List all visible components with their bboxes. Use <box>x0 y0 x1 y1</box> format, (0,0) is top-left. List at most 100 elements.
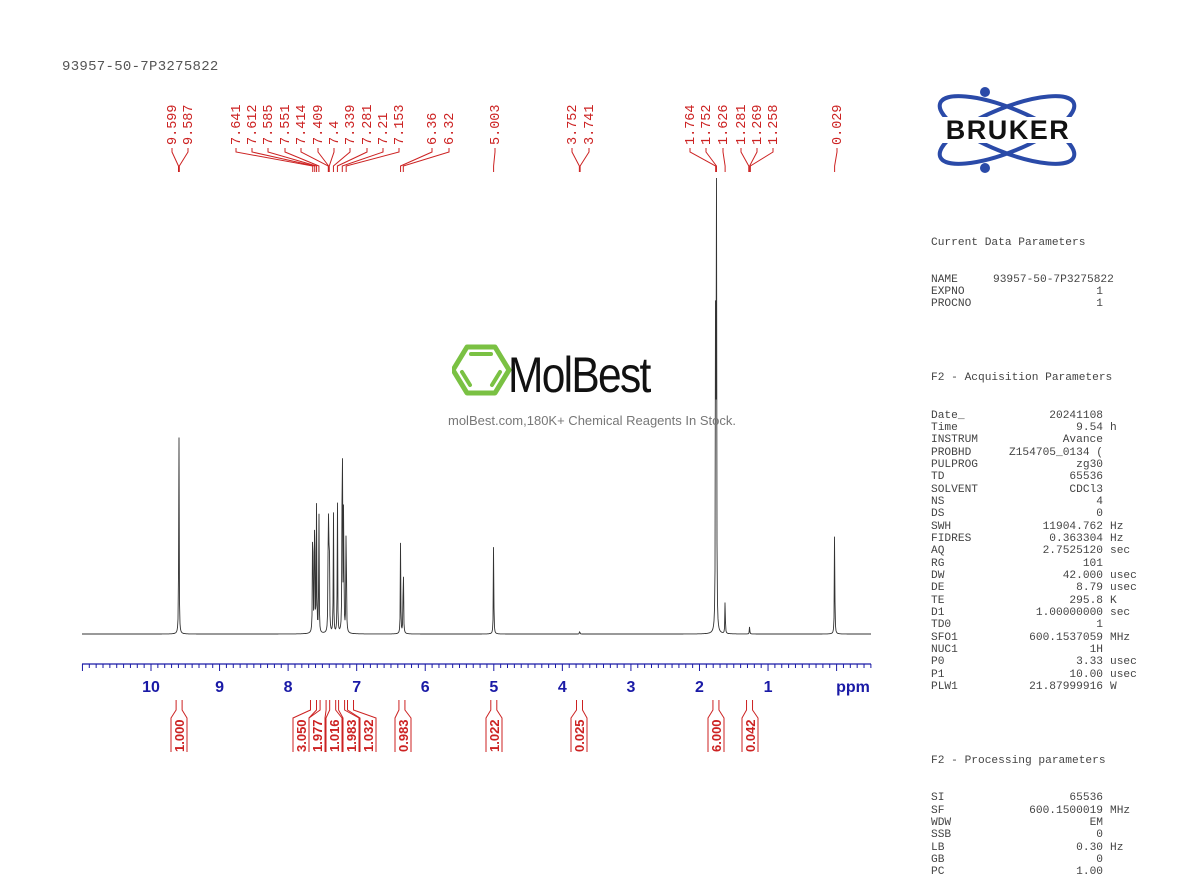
param-key: RG <box>931 557 945 570</box>
param-row: FIDRES 0.363304 Hz <box>931 533 1137 545</box>
param-unit <box>1103 447 1110 459</box>
axis-unit-label: ppm <box>836 679 870 696</box>
param-unit: usec <box>1110 582 1137 595</box>
peak-label: 9.599 <box>166 104 181 145</box>
param-unit: MHz <box>1110 804 1131 817</box>
param-value: 8.79 <box>1076 582 1103 595</box>
param-value: Z154705_0134 ( <box>1009 446 1103 459</box>
param-key: TD <box>931 471 945 484</box>
axis-tick-label: 5 <box>489 679 498 696</box>
param-unit <box>1103 410 1110 422</box>
param-key: WDW <box>931 816 952 829</box>
param-value: 101 <box>1082 557 1103 570</box>
param-row: DE 8.79 usec <box>931 582 1137 594</box>
param-value: EM <box>1089 816 1103 829</box>
param-key: PULPROG <box>931 458 978 471</box>
param-value: Avance <box>1062 434 1103 447</box>
param-value: 600.1537059 <box>1029 631 1103 644</box>
param-row: AQ 2.7525120 sec <box>931 545 1137 557</box>
param-key: TD0 <box>931 619 952 632</box>
param-value: 0.30 <box>1076 841 1103 854</box>
axis-tick-label: 7 <box>352 679 361 696</box>
param-key: P1 <box>931 668 945 681</box>
param-key: DE <box>931 582 945 595</box>
param-key: INSTRUM <box>931 434 978 447</box>
processing-params-title: F2 - Processing parameters <box>931 755 1106 768</box>
param-row: PROCNO 1 <box>931 298 1137 310</box>
param-row: TD 65536 <box>931 471 1137 483</box>
param-row: P1 10.00 usec <box>931 669 1137 681</box>
peak-label: 1.258 <box>767 104 782 145</box>
integral-value: 1.000 <box>172 719 187 752</box>
peak-label: 9.587 <box>182 104 197 145</box>
param-row: PC 1.00 <box>931 866 1137 878</box>
param-row: RG 101 <box>931 558 1137 570</box>
param-key: SI <box>931 792 945 805</box>
param-value: 9.54 <box>1076 421 1103 434</box>
peak-label: 7.551 <box>279 104 294 145</box>
param-key: NS <box>931 495 945 508</box>
param-unit: usec <box>1110 656 1137 669</box>
param-unit <box>1103 644 1110 656</box>
param-key: LB <box>931 841 945 854</box>
param-row: EXPNO 1 <box>931 286 1137 298</box>
param-row: SSB 0 <box>931 829 1137 841</box>
param-unit: Hz <box>1110 532 1124 545</box>
peak-label: 1.269 <box>751 104 766 145</box>
parameters-panel: Current Data Parameters NAME 93957-50-7P3… <box>931 212 1137 891</box>
param-unit: Hz <box>1110 520 1124 533</box>
peak-label: 6.32 <box>443 113 458 145</box>
param-value: 2.7525120 <box>1042 545 1103 558</box>
param-key: PLW1 <box>931 681 958 694</box>
param-unit: sec <box>1110 607 1131 619</box>
param-key: SSB <box>931 829 952 842</box>
electron-icon <box>980 87 990 97</box>
param-key: DS <box>931 508 945 521</box>
param-unit <box>1103 298 1110 310</box>
param-row: SI 65536 <box>931 792 1137 804</box>
ppm-axis: 10 9 8 7 6 5 4 3 2 1 ppm <box>81 663 872 696</box>
param-unit <box>1103 792 1110 804</box>
peak-label: 5.003 <box>489 104 504 145</box>
param-key: SF <box>931 804 945 817</box>
param-unit: Hz <box>1110 841 1124 854</box>
param-row: NAME 93957-50-7P3275822 <box>931 274 1137 286</box>
param-unit: h <box>1110 421 1117 434</box>
param-unit <box>1103 508 1110 520</box>
param-value: 42.000 <box>1062 569 1103 582</box>
param-key: PC <box>931 866 945 879</box>
param-unit: MHz <box>1110 631 1131 644</box>
param-key: Time <box>931 421 958 434</box>
param-unit <box>1103 484 1110 496</box>
peak-label: 1.281 <box>735 104 750 145</box>
param-row: DW 42.000 usec <box>931 570 1137 582</box>
electron-icon <box>980 163 990 173</box>
param-unit <box>1103 829 1110 841</box>
param-row: SF 600.1500019 MHz <box>931 805 1137 817</box>
axis-tick-label: 4 <box>558 679 567 696</box>
param-row: LB 0.30 Hz <box>931 842 1137 854</box>
param-value: 0.363304 <box>1049 532 1103 545</box>
param-unit <box>1103 817 1110 829</box>
axis-tick-label: 6 <box>421 679 430 696</box>
orbit-icon <box>937 94 1077 166</box>
benzene-logo-icon <box>452 344 512 396</box>
param-unit <box>1103 286 1110 298</box>
param-value: 600.1500019 <box>1029 804 1103 817</box>
param-value: 1 <box>1096 286 1103 299</box>
param-value: 20241108 <box>1049 409 1103 422</box>
peak-labels: 9.599 9.587 7.641 7.612 7.585 7.551 7.414 7.409… <box>166 104 846 172</box>
watermark-brand: MolBest <box>508 347 651 403</box>
param-value: 4 <box>1096 495 1103 508</box>
param-value: 0 <box>1096 829 1103 842</box>
peak-label: 1.764 <box>684 104 699 145</box>
param-key: NUC1 <box>931 644 958 657</box>
integral-value: 1.032 <box>361 719 376 752</box>
param-value: 11904.762 <box>1042 520 1103 533</box>
param-row: PLW1 21.87999916 W <box>931 681 1137 693</box>
peak-label: 3.752 <box>566 104 581 145</box>
peak-label: 7.21 <box>377 113 392 145</box>
param-key: SOLVENT <box>931 483 978 496</box>
watermark-tagline: molBest.com,180K+ Chemical Reagents In S… <box>448 413 736 428</box>
param-key: SWH <box>931 520 952 533</box>
